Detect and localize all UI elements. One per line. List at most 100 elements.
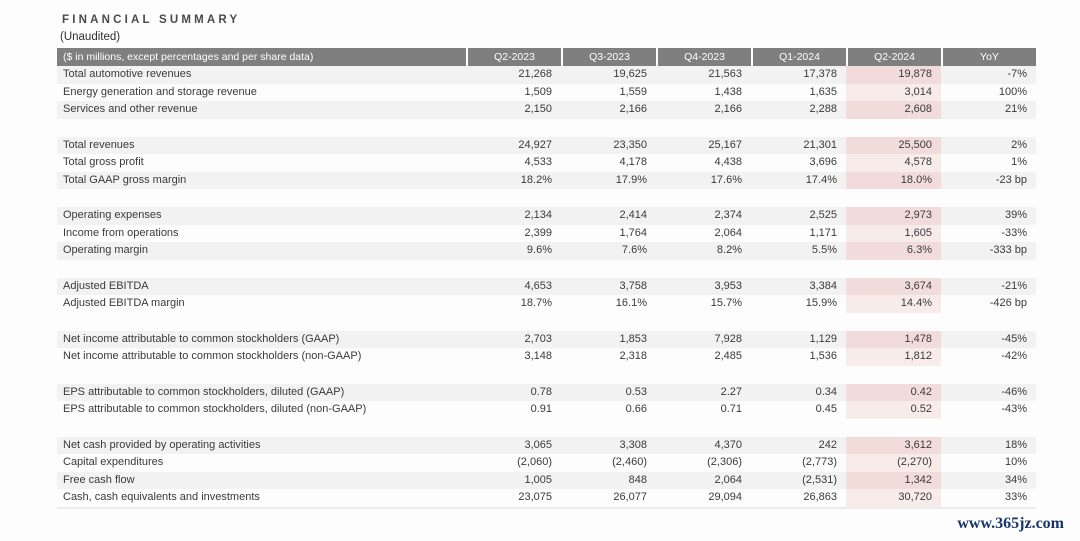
quarter-value: 3,674 (846, 277, 941, 295)
quarter-value: 1,559 (619, 85, 647, 98)
quarter-value: 3,758 (619, 279, 647, 292)
row-label: Operating expenses (63, 209, 162, 221)
yoy-value: 33% (1004, 491, 1027, 503)
quarter-value: 3,148 (524, 350, 552, 362)
page-title: FINANCIAL SUMMARY (62, 14, 241, 26)
row-label: Services and other revenue (63, 103, 198, 115)
quarter-value: 0.45 (815, 403, 837, 415)
quarter-value: 3,308 (619, 438, 647, 451)
section-gap (57, 366, 1036, 384)
quarter-value: 1,005 (524, 473, 552, 486)
column-header-q3-2023: Q3-2023 (561, 48, 656, 66)
section-gap (57, 189, 1036, 207)
quarter-value: 23,350 (613, 138, 647, 151)
yoy-value: -46% (1001, 385, 1027, 398)
quarter-value: 19,625 (613, 68, 647, 80)
quarter-value: 17.4% (805, 173, 837, 186)
quarter-value: 18.2% (520, 173, 552, 186)
quarter-value: 1,536 (809, 350, 837, 362)
quarter-value: 21,268 (518, 68, 552, 80)
table-row: Income from operations 2,399 1,764 2,064 1,1… (57, 224, 1036, 242)
quarter-value: 0.53 (625, 385, 647, 398)
quarter-value: 4,578 (846, 154, 941, 172)
quarter-value: 15.9% (805, 297, 837, 309)
quarter-value: 3,612 (846, 436, 941, 454)
yoy-value: 18% (1004, 438, 1027, 451)
table-row: Energy generation and storage revenue 1,5… (57, 83, 1036, 101)
yoy-value: -33% (1001, 226, 1027, 239)
quarter-value: 2,525 (809, 209, 837, 221)
yoy-value: 34% (1004, 473, 1027, 486)
quarter-value: 25,500 (846, 136, 941, 154)
quarter-value: 848 (628, 473, 647, 486)
yoy-value: 39% (1004, 209, 1027, 221)
quarter-value: 4,438 (714, 156, 742, 168)
row-label: Total gross profit (63, 156, 144, 168)
quarter-value: 3,065 (524, 438, 552, 451)
quarter-value: 0.42 (846, 383, 941, 401)
yoy-value: -42% (1001, 350, 1027, 362)
quarter-value: 17.6% (710, 173, 742, 186)
quarter-value: 2,703 (524, 332, 552, 345)
quarter-value: 7,928 (714, 332, 742, 345)
row-label: Total GAAP gross margin (63, 173, 187, 186)
table-row: Total automotive revenues 21,268 19,625 21,… (57, 66, 1036, 84)
yoy-value: 21% (1004, 103, 1027, 115)
quarter-value: 7.6% (621, 244, 647, 256)
table-row: Operating margin 9.6% 7.6% 8.2% 5.5% 6.3% -333… (57, 242, 1036, 260)
row-label: Capital expenditures (63, 456, 164, 468)
yoy-value: -23 bp (995, 173, 1027, 186)
quarter-value: 1,853 (619, 332, 647, 345)
quarter-value: 0.34 (815, 385, 837, 398)
quarter-value: 2,166 (714, 103, 742, 115)
quarter-value: 0.91 (530, 403, 552, 415)
table-row: EPS attributable to common stockholders,… (57, 383, 1036, 401)
quarter-value: 2,166 (619, 103, 647, 115)
quarter-value: 1,509 (524, 85, 552, 98)
quarter-value: 26,863 (803, 491, 837, 503)
yoy-value: -426 bp (989, 297, 1027, 309)
quarter-value: 25,167 (708, 138, 742, 151)
quarter-value: 14.4% (846, 295, 941, 313)
quarter-value: 2,064 (714, 473, 742, 486)
table-row: Total revenues 24,927 23,350 25,167 21,301 25… (57, 136, 1036, 154)
table-row: EPS attributable to common stockholders,… (57, 401, 1036, 419)
quarter-value: 8.2% (716, 244, 742, 256)
quarter-value: 21,563 (708, 68, 742, 80)
quarter-value: 1,342 (846, 471, 941, 489)
column-header-q2-2023: Q2-2023 (466, 48, 561, 66)
row-label: Energy generation and storage revenue (63, 85, 257, 98)
quarter-value: 19,878 (846, 66, 941, 84)
table-row: Adjusted EBITDA 4,653 3,758 3,953 3,384 3,674… (57, 277, 1036, 295)
quarter-value: 17,378 (803, 68, 837, 80)
row-label: EPS attributable to common stockholders,… (63, 403, 367, 415)
row-label: Adjusted EBITDA (63, 279, 149, 292)
table-row: Services and other revenue 2,150 2,166 2,16… (57, 101, 1036, 119)
quarter-value: 1,171 (809, 226, 837, 239)
quarter-value: 5.5% (811, 244, 837, 256)
quarter-value: 2,374 (714, 209, 742, 221)
quarter-value: 1,478 (846, 330, 941, 348)
quarter-value: 4,653 (524, 279, 552, 292)
yoy-value: -43% (1001, 403, 1027, 415)
table-row: Total gross profit 4,533 4,178 4,438 3,696 4,… (57, 154, 1036, 172)
table-row: Net income attributable to common stockh… (57, 330, 1036, 348)
row-label: Net cash provided by operating activitie… (63, 438, 261, 451)
section-gap (57, 260, 1036, 278)
yoy-value: 10% (1004, 456, 1027, 468)
quarter-value: 1,438 (714, 85, 742, 98)
quarter-value: 1,129 (809, 332, 837, 345)
table-row: Net income attributable to common stockh… (57, 348, 1036, 366)
quarter-value: 4,533 (524, 156, 552, 168)
quarter-value: 17.9% (615, 173, 647, 186)
quarter-value: 26,077 (613, 491, 647, 503)
table-header-label: ($ in millions, except percentages and p… (63, 51, 314, 63)
table-row: Total GAAP gross margin 18.2% 17.9% 17.6% 17… (57, 171, 1036, 189)
row-label: Income from operations (63, 226, 179, 239)
page-subtitle: (Unaudited) (60, 31, 121, 43)
quarter-value: 0.78 (530, 385, 552, 398)
quarter-value: 3,696 (809, 156, 837, 168)
financial-table: ($ in millions, except percentages and p… (57, 48, 1036, 509)
column-header-yoy: YoY (941, 48, 1036, 66)
